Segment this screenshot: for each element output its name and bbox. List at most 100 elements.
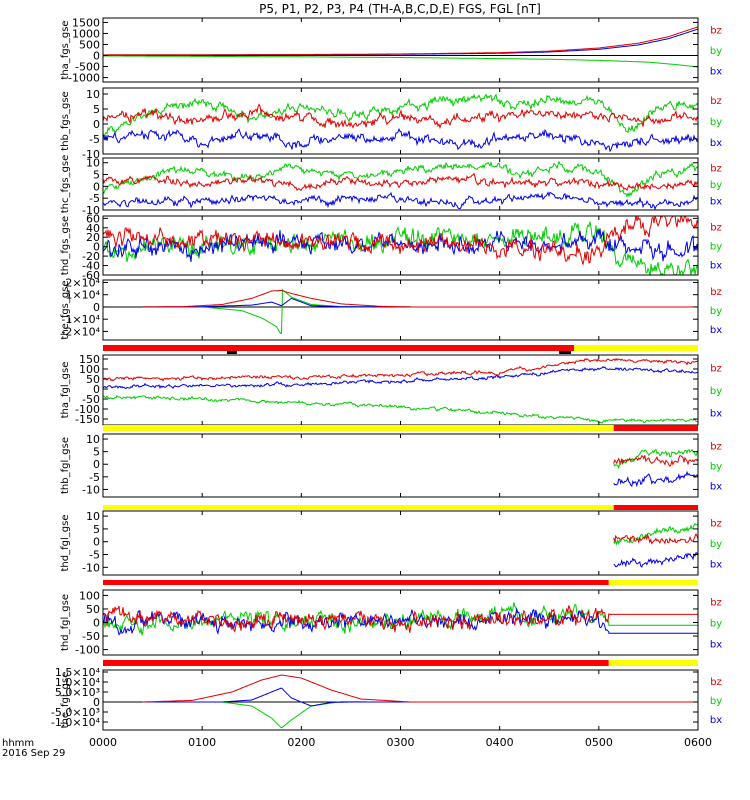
mode-bar — [103, 580, 698, 585]
y-tick-label: 20 — [86, 231, 100, 244]
x-tick-label: 0500 — [585, 736, 613, 749]
mode-bar-segment — [103, 660, 609, 666]
series-bz-trace — [613, 532, 698, 545]
series-bx-trace — [103, 127, 698, 153]
series-bx-trace — [613, 552, 698, 568]
y-axis-label: tha_fgl_gse — [60, 362, 71, 419]
legend-bx: bx — [710, 408, 722, 419]
legend-by: by — [710, 117, 722, 128]
series-bx-trace — [103, 366, 698, 390]
y-tick-label: 5 — [93, 169, 100, 182]
burst-marker — [559, 351, 572, 354]
y-tick-label: 0 — [93, 536, 100, 549]
legend-bx: bx — [710, 715, 722, 726]
time-axis-unit-label: hhmm — [2, 738, 34, 749]
y-tick-label: -5 — [89, 133, 100, 146]
y-tick-label: 1.0×10⁴ — [55, 676, 101, 689]
series-bz-trace — [103, 216, 698, 265]
series-bz-trace — [142, 674, 480, 703]
time-axis: hhmm 2016 Sep 29 0000 0100 0200 0300 0400 050… — [2, 736, 712, 759]
legend-by: by — [710, 386, 722, 397]
x-tick-label: 0100 — [188, 736, 216, 749]
y-tick-label: 0 — [93, 241, 100, 254]
mode-bar-segment — [613, 425, 698, 431]
legend-by: by — [710, 242, 722, 253]
y-axis-label: the_fgs_gse — [60, 280, 71, 339]
y-tick-label: 100 — [79, 363, 100, 376]
plot-title: P5, P1, P2, P3, P4 (TH-A,B,C,D,E) FGS, F… — [259, 2, 541, 16]
mode-bar-segment — [103, 580, 609, 585]
legend-bz: bz — [710, 26, 722, 37]
y-tick-label: -40 — [82, 260, 100, 273]
date-label: 2016 Sep 29 — [2, 748, 65, 759]
panel-traces — [103, 357, 698, 424]
legend-by: by — [710, 46, 722, 57]
legend-bx: bx — [710, 639, 722, 650]
y-tick-label: 10 — [86, 510, 100, 523]
series-bz-trace — [103, 605, 698, 633]
legend-bz: bz — [710, 163, 722, 174]
y-tick-label: -1×10⁴ — [61, 313, 100, 326]
y-tick-label: 0 — [93, 617, 100, 630]
legend-bx: bx — [710, 138, 722, 149]
y-tick-label: -1000 — [68, 72, 100, 85]
panel-frame — [102, 510, 699, 576]
mode-bar-segment — [103, 345, 575, 351]
series-bz-trace — [103, 103, 698, 130]
y-tick-label: 1000 — [72, 27, 100, 40]
y-tick-label: -500 — [75, 61, 100, 74]
legend-by: by — [710, 180, 722, 191]
mode-bar-segment — [613, 505, 698, 510]
panel-traces — [613, 448, 698, 488]
y-tick-label: 2×10⁴ — [65, 276, 100, 289]
y-tick-label: 0 — [93, 301, 100, 314]
y-axis-label: thc_fgs_gse — [60, 155, 71, 214]
y-tick-label: -100 — [75, 403, 100, 416]
legend-bx: bx — [710, 66, 722, 77]
legend-bz: bz — [710, 223, 722, 234]
mode-bar-segment — [103, 425, 614, 431]
y-tick-label: 60 — [86, 212, 100, 225]
mode-bar — [103, 660, 698, 666]
y-tick-label: 150 — [79, 353, 100, 366]
panel-traces — [613, 522, 698, 568]
y-axis-label: thd_fgs_gse — [60, 216, 71, 275]
x-tick-label: 0000 — [89, 736, 117, 749]
panel-traces — [103, 160, 698, 210]
series-by-trace — [613, 448, 698, 470]
y-tick-label: -1.0×10⁴ — [51, 716, 101, 729]
y-axis-label: thd_fgl_gse — [60, 594, 71, 651]
legend-bz: bz — [710, 677, 722, 688]
y-tick-label: -10 — [82, 561, 100, 574]
mode-bar — [103, 345, 698, 354]
panel-traces — [103, 216, 698, 275]
panel-traces — [142, 674, 698, 729]
series-by-trace — [142, 288, 411, 334]
panel-frame — [102, 354, 699, 426]
series-by-trace — [613, 522, 698, 547]
series-bz-trace — [613, 454, 698, 467]
y-tick-label: -20 — [82, 250, 100, 263]
y-tick-label: -50 — [82, 393, 100, 406]
legend-bx: bx — [710, 260, 722, 271]
y-tick-label: 0 — [93, 458, 100, 471]
legend-bz: bz — [710, 287, 722, 298]
legend-by: by — [710, 539, 722, 550]
y-tick-label: 5 — [93, 103, 100, 116]
panel-frame — [102, 433, 699, 498]
panel-traces — [103, 26, 698, 68]
legend-bx: bx — [710, 197, 722, 208]
series-bz-trace — [103, 26, 698, 56]
y-axis-label: thb_fgs_gse — [60, 91, 71, 150]
y-tick-label: 0 — [93, 383, 100, 396]
mode-bar-segment — [608, 660, 698, 666]
